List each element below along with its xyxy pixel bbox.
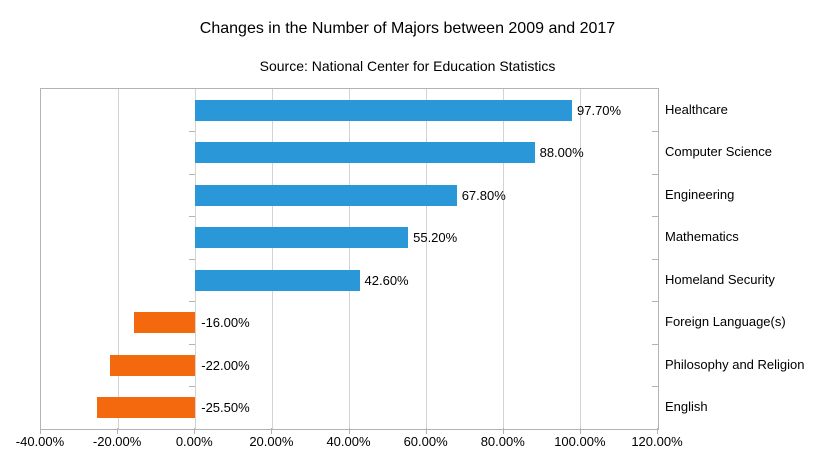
gridline	[349, 89, 350, 429]
category-label: Engineering	[665, 186, 735, 202]
category-axis-tick	[652, 301, 658, 302]
chart-title: Changes in the Number of Majors between …	[199, 20, 616, 37]
x-axis-tick	[579, 428, 581, 434]
data-label: 42.60%	[364, 272, 409, 288]
chart-subtitle: Source: National Center for Education St…	[259, 58, 556, 74]
category-label: Mathematics	[665, 229, 739, 245]
data-label: 88.00%	[539, 145, 584, 161]
category-label: Philosophy and Religion	[665, 356, 805, 372]
bar	[133, 312, 196, 334]
category-axis-tick	[652, 216, 658, 217]
data-label: 67.80%	[461, 187, 506, 203]
x-axis-tick	[348, 428, 350, 434]
gridline	[426, 89, 428, 429]
category-label: Homeland Security	[665, 271, 775, 287]
plot-area: 97.70% 88.00% 67.80% 55.20% 42.60% -16.00% -22…	[40, 88, 659, 430]
x-tick-label: 120.00%	[631, 434, 683, 449]
category-axis-tick	[189, 386, 196, 387]
x-tick-label: -40.00%	[15, 434, 65, 449]
category-axis-tick	[189, 173, 196, 175]
bar	[195, 227, 409, 249]
category-axis-tick	[189, 258, 196, 260]
x-axis-tick	[194, 428, 196, 434]
data-label: -25.50%	[201, 400, 250, 416]
x-axis-tick	[117, 428, 119, 434]
category-axis-tick	[189, 216, 196, 217]
x-tick-label: 100.00%	[554, 434, 606, 449]
bar	[96, 397, 196, 419]
x-tick-label: 60.00%	[403, 434, 448, 449]
x-axis-tick	[271, 428, 273, 434]
category-axis-tick	[652, 131, 658, 132]
category-axis-tick	[189, 131, 196, 132]
gridline	[194, 89, 196, 429]
data-label: -22.00%	[201, 357, 250, 373]
x-axis-tick	[502, 428, 504, 434]
gridline	[271, 89, 273, 429]
bar	[110, 354, 196, 376]
data-label: 55.20%	[413, 230, 458, 246]
gridline	[117, 89, 119, 429]
bar	[195, 99, 572, 121]
data-label: 97.70%	[577, 102, 622, 118]
x-tick-label: 0.00%	[175, 434, 213, 449]
x-tick-label: 40.00%	[326, 434, 371, 449]
category-axis-tick	[652, 386, 658, 387]
x-axis-tick	[40, 428, 41, 434]
x-axis-tick	[657, 428, 658, 434]
x-tick-label: 20.00%	[249, 434, 294, 449]
data-label: -16.00%	[201, 315, 250, 331]
category-label: Healthcare	[665, 101, 728, 117]
category-axis-tick	[189, 343, 196, 345]
category-axis-tick	[652, 343, 658, 345]
category-axis-tick	[652, 258, 658, 260]
bar	[195, 269, 360, 291]
x-tick-label: -20.00%	[92, 434, 142, 449]
bar	[195, 142, 535, 164]
gridline	[580, 89, 582, 429]
bar	[195, 184, 457, 206]
x-tick-label: 80.00%	[480, 434, 525, 449]
category-label: Foreign Language(s)	[665, 314, 786, 330]
category-label: Computer Science	[665, 144, 772, 160]
category-axis-tick	[189, 301, 196, 302]
x-axis-tick	[425, 428, 427, 434]
gridline	[503, 89, 505, 429]
category-label: English	[665, 399, 708, 415]
category-axis-tick	[652, 173, 658, 175]
